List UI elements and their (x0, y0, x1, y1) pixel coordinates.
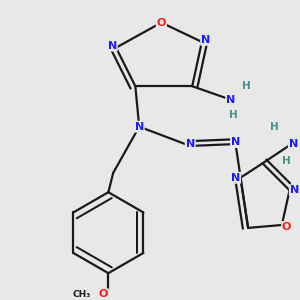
Text: O: O (282, 222, 291, 232)
Text: N: N (231, 137, 240, 147)
Text: N: N (231, 173, 240, 183)
Text: N: N (201, 35, 210, 45)
Text: N: N (289, 139, 298, 149)
Text: CH₃: CH₃ (72, 290, 91, 299)
Text: N: N (108, 41, 117, 51)
Text: H: H (282, 156, 291, 167)
Text: H: H (242, 81, 250, 91)
Text: N: N (186, 139, 195, 149)
Text: N: N (290, 185, 299, 195)
Text: H: H (229, 110, 238, 120)
Text: N: N (226, 95, 236, 105)
Text: N: N (135, 122, 144, 132)
Text: O: O (157, 18, 166, 28)
Text: H: H (270, 122, 278, 132)
Text: O: O (99, 290, 108, 299)
